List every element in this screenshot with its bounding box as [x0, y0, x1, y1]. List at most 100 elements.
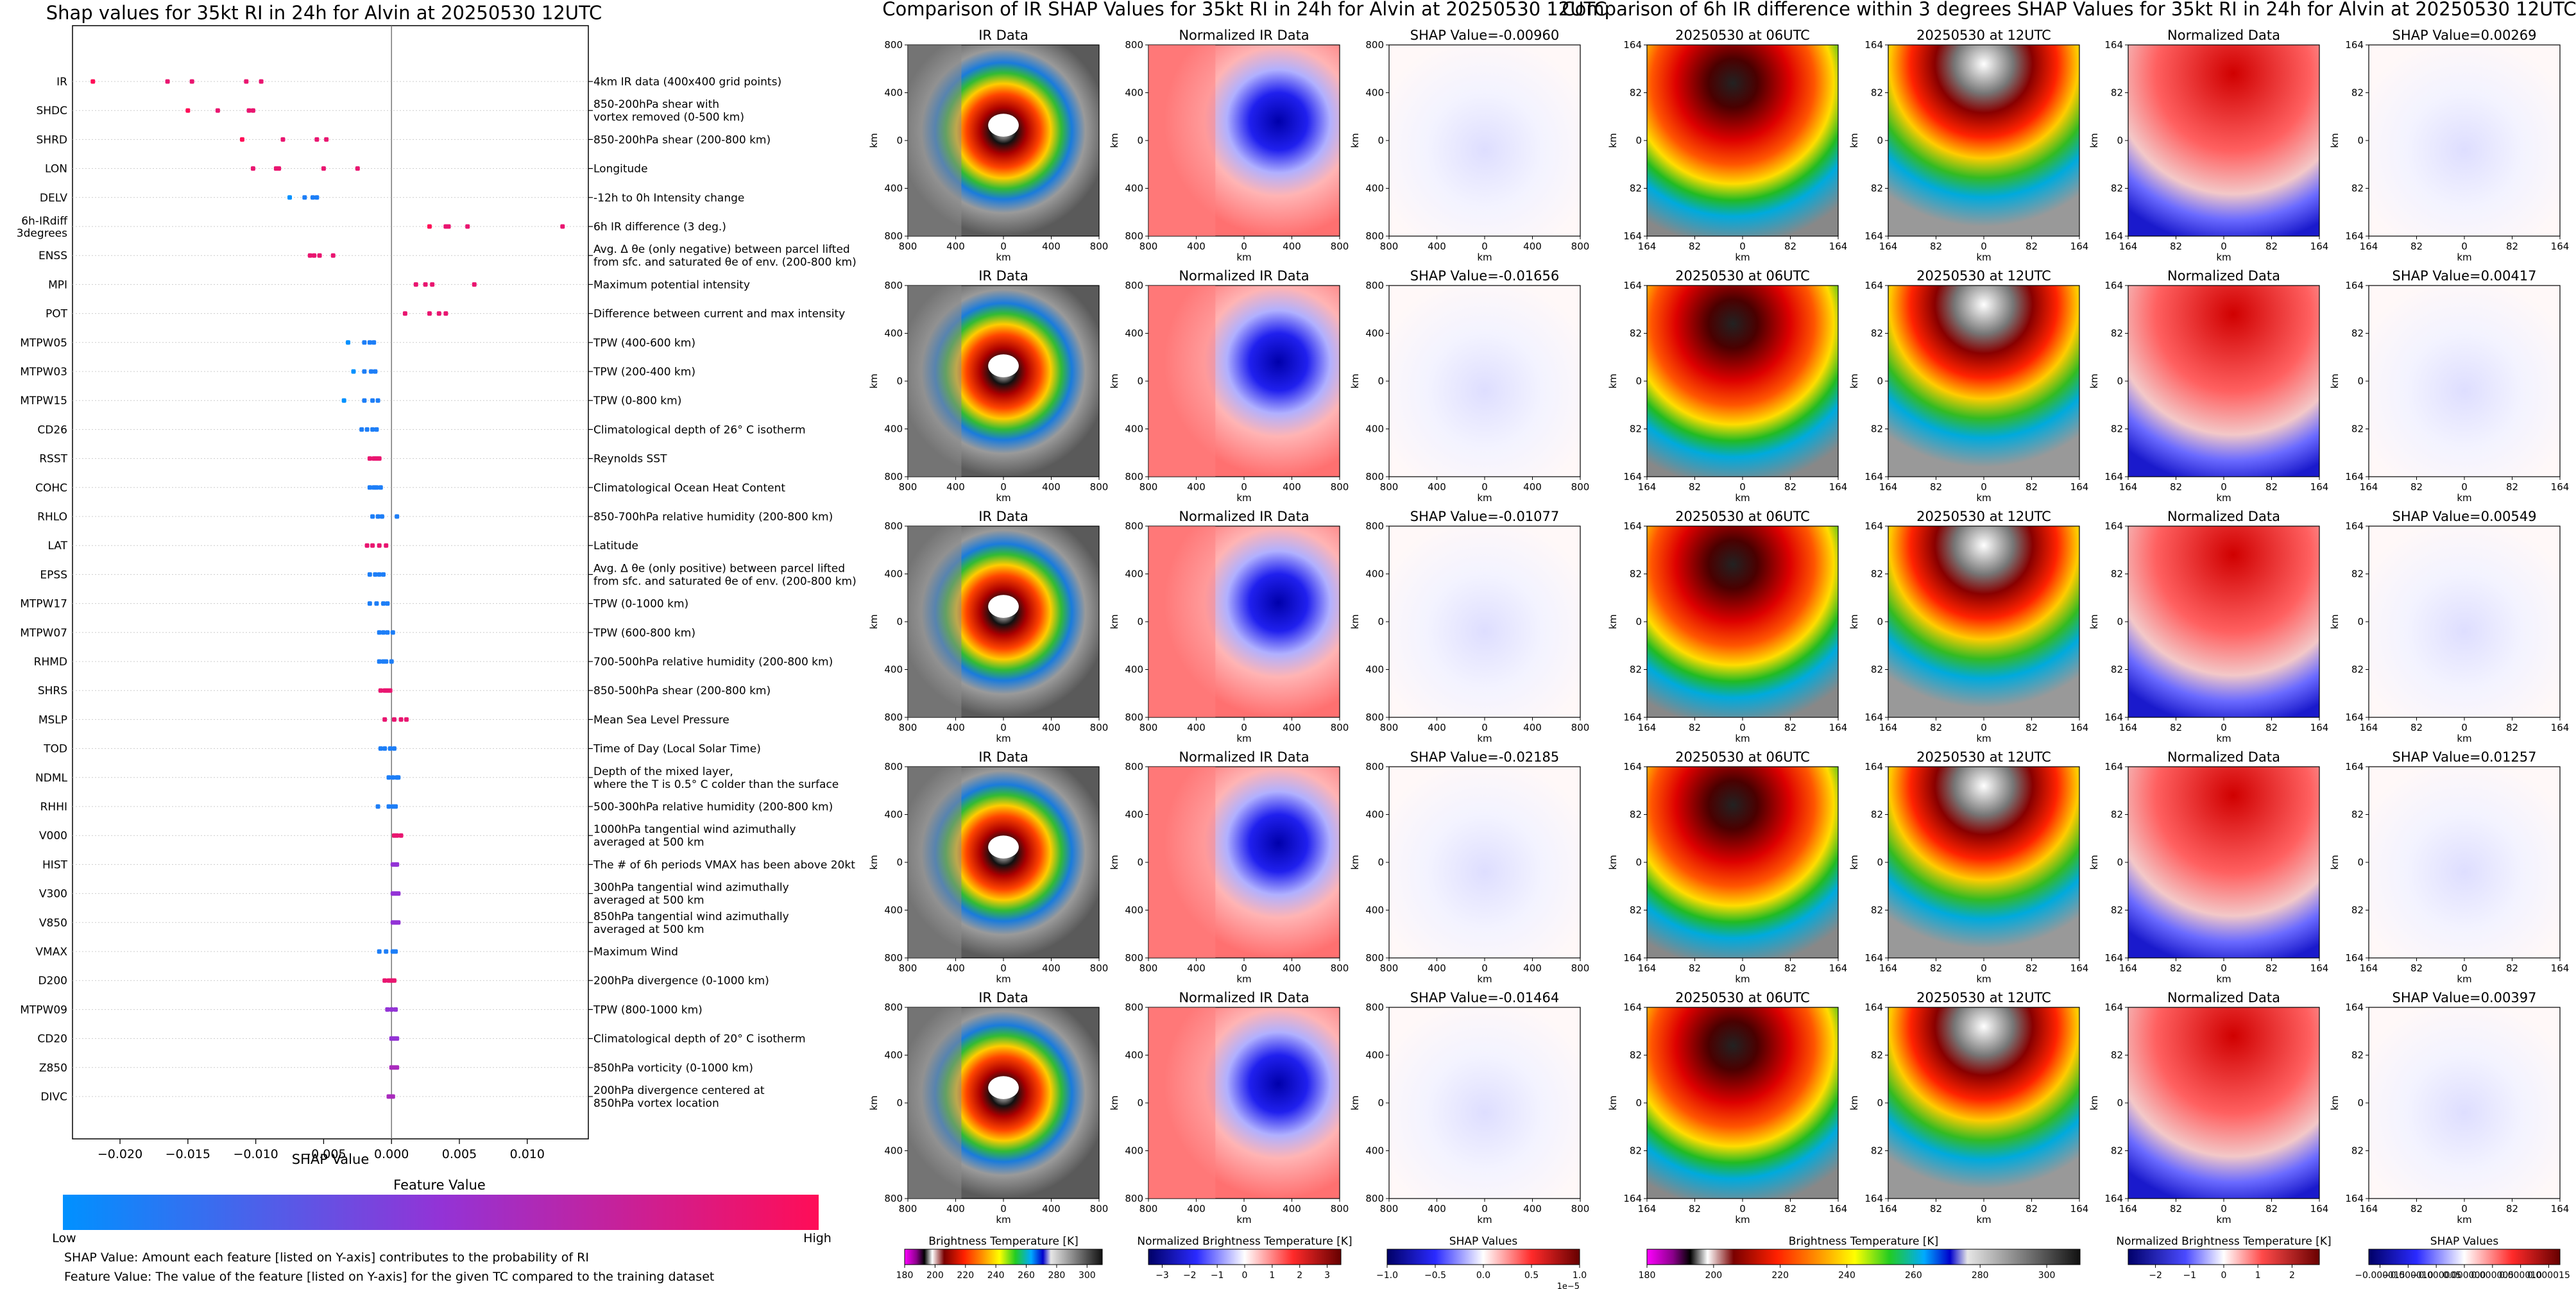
- heatmap-image: [1388, 766, 1581, 959]
- shap-point: [367, 485, 372, 490]
- shap-point: [215, 108, 220, 113]
- x-tick-label: 400: [946, 481, 965, 493]
- x-tick-label: 82: [2506, 241, 2518, 252]
- x-tick-label: 164: [2070, 1203, 2089, 1215]
- shap-point: [378, 746, 383, 751]
- x-tick-label: 0: [1739, 1203, 1746, 1215]
- x-tick-label: 400: [1428, 1203, 1446, 1215]
- y-tick-label: 0: [1877, 375, 1883, 387]
- y-tick-label: 800: [1365, 471, 1384, 482]
- subplot-title: 20250530 at 12UTC: [1916, 509, 2051, 524]
- feature-description: 850-500hPa shear (200-800 km): [593, 685, 771, 697]
- x-tick-label: 82: [1689, 241, 1701, 252]
- y-tick-label: 400: [1365, 809, 1384, 821]
- x-tick-label: 82: [1784, 962, 1796, 974]
- feature-description: where the T is 0.5° C colder than the su…: [593, 778, 839, 791]
- y-tick-label: 0: [1635, 1097, 1642, 1109]
- shap-point: [370, 427, 375, 432]
- x-tick-label: 400: [1523, 481, 1542, 493]
- shap-point: [312, 253, 317, 258]
- x-tick-label: 800: [1090, 481, 1109, 493]
- feature-name: MTPW09: [20, 1003, 67, 1016]
- feature-name: MTPW07: [20, 627, 67, 640]
- colorbar-tick-label: 0.000010: [2499, 1270, 2542, 1281]
- y-tick-label: 0: [1137, 1097, 1143, 1109]
- x-tick-label: 164: [2310, 481, 2329, 493]
- shap-point: [378, 485, 383, 490]
- shap-point: [321, 166, 326, 171]
- x-axis-label: km: [1477, 252, 1492, 263]
- x-axis-label: km: [1976, 252, 1991, 263]
- x-tick-label: 164: [1879, 1203, 1898, 1215]
- x-axis-label: km: [1735, 733, 1750, 744]
- x-axis-label: km: [2457, 1214, 2471, 1225]
- subplot-title: 20250530 at 06UTC: [1675, 268, 1810, 284]
- y-tick-label: 164: [2345, 280, 2364, 291]
- subplot-title: 20250530 at 12UTC: [1916, 268, 2051, 284]
- y-tick-label: 0: [2357, 375, 2364, 387]
- y-tick-label: 0: [1635, 135, 1642, 146]
- shap-point: [374, 485, 379, 490]
- x-tick-label: 82: [2265, 722, 2278, 733]
- subplot-title: IR Data: [978, 509, 1028, 524]
- y-tick-label: 164: [1623, 230, 1642, 242]
- y-tick-label: 82: [2111, 905, 2123, 916]
- feature-name: ENSS: [38, 250, 67, 262]
- colorbar-tick-label: 240: [987, 1270, 1005, 1281]
- shap-point: [373, 572, 378, 577]
- subplot-title: SHAP Value=0.01257: [2393, 749, 2537, 765]
- y-tick-label: 164: [2345, 761, 2364, 773]
- x-tick-label: 400: [1428, 241, 1446, 252]
- x-tick-label: 164: [2310, 241, 2329, 252]
- colorbar-title: Feature Value: [393, 1177, 486, 1193]
- feature-description: averaged at 500 km: [593, 836, 704, 849]
- x-axis-label: km: [2457, 973, 2471, 985]
- y-tick-label: 800: [1365, 230, 1384, 242]
- x-tick-label: 82: [2170, 962, 2182, 974]
- x-tick-label: 82: [2170, 1203, 2182, 1215]
- colorbar-tick-label: 1.0: [1573, 1270, 1587, 1281]
- heatmap-image: [1646, 766, 1839, 959]
- x-tick-label: 400: [1187, 962, 1206, 974]
- x-axis-label: km: [1236, 733, 1251, 744]
- x-tick-label: 800: [1139, 241, 1158, 252]
- x-tick-label: 400: [1523, 1203, 1542, 1215]
- feature-description: Longitude: [593, 163, 648, 176]
- shap-point: [388, 746, 393, 751]
- y-axis-label: km: [1848, 133, 1860, 148]
- y-tick-label: 400: [884, 1050, 903, 1061]
- heatmap-image: [1888, 44, 2080, 237]
- x-tick-label: 800: [1380, 241, 1399, 252]
- y-tick-label: 400: [1365, 568, 1384, 580]
- y-tick-label: 82: [1871, 423, 1883, 435]
- y-axis-label: km: [2329, 133, 2341, 148]
- y-axis-label: km: [2088, 133, 2100, 148]
- y-tick-label: 0: [896, 375, 903, 387]
- x-tick-label: 164: [2360, 1203, 2378, 1215]
- y-axis-label: km: [1349, 373, 1361, 388]
- shap-point: [346, 340, 351, 345]
- x-tick-label: 0: [2461, 1203, 2468, 1215]
- y-tick-label: 0: [2357, 1097, 2364, 1109]
- feature-name: MSLP: [38, 713, 67, 726]
- shap-point: [362, 369, 367, 374]
- feature-name: MTPW03: [20, 366, 67, 379]
- x-tick-label: 82: [2410, 1203, 2423, 1215]
- x-tick-label: 82: [2026, 1203, 2038, 1215]
- colorbar-tick-label: −3: [1156, 1270, 1169, 1281]
- shap-point: [244, 79, 249, 84]
- x-tick-label: 800: [1331, 241, 1349, 252]
- y-tick-label: 164: [2345, 520, 2364, 532]
- colorbar-label: SHAP Values: [1449, 1235, 1518, 1248]
- heatmap-overlay: [1148, 1007, 1216, 1199]
- heatmap-image: [2368, 285, 2561, 477]
- feature-name: SHDC: [36, 105, 67, 117]
- x-tick-label: 82: [1930, 241, 1942, 252]
- shap-point: [307, 253, 312, 258]
- y-tick-label: 164: [1623, 1002, 1642, 1013]
- y-tick-label: 800: [884, 520, 903, 532]
- heatmap-image: [1646, 525, 1839, 718]
- y-axis-label: km: [2329, 1095, 2341, 1110]
- colorbar-tick-label: 220: [957, 1270, 974, 1281]
- colorbar-tick-label: 0.000005: [2471, 1270, 2514, 1281]
